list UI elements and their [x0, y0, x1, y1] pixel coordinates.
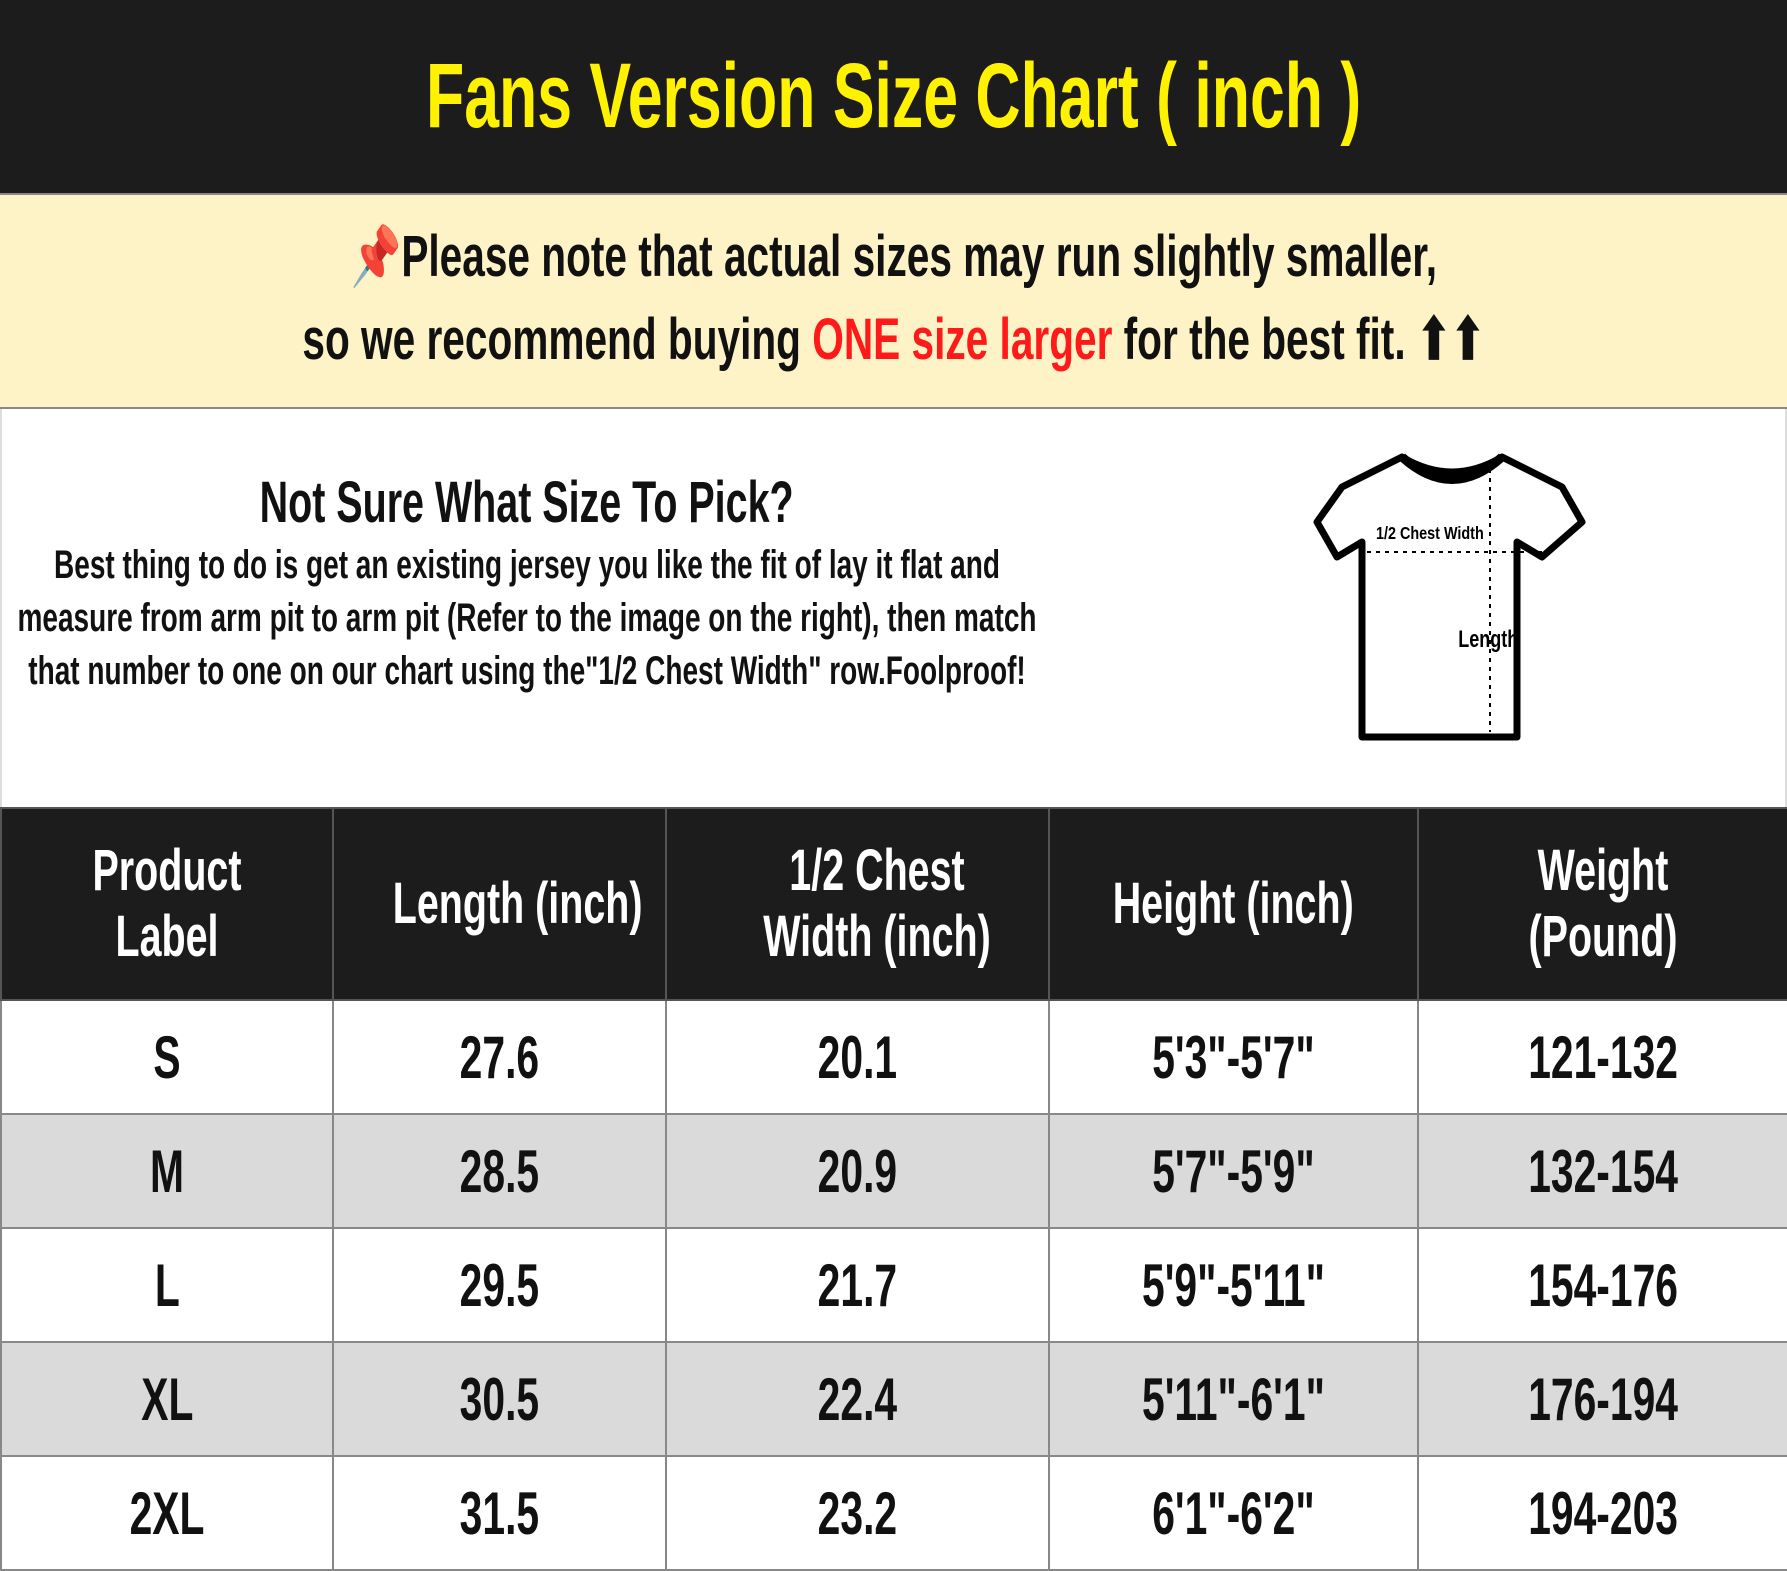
cell-chest-width: 21.7 — [665, 1227, 1050, 1343]
pushpin-icon: 📌 — [350, 224, 401, 289]
length-label: Length — [1458, 627, 1518, 653]
cell-weight: 132-154 — [1417, 1113, 1787, 1229]
cell-weight: 121-132 — [1417, 999, 1787, 1115]
cell-chest-width: 20.9 — [665, 1113, 1050, 1229]
table-row: S 27.6 20.1 5'3"-5'7" 121-132 — [0, 999, 1787, 1115]
note-line-2-post: for the best fit. ⬆⬆ — [1112, 307, 1485, 372]
header-chest-width: 1/2 Chest Width (inch) — [665, 807, 1050, 1001]
size-guide-section: Not Sure What Size To Pick? Best thing t… — [0, 409, 1787, 807]
cell-chest-width: 22.4 — [665, 1341, 1050, 1457]
header-product-label: Product Label — [0, 807, 334, 1001]
cell-size: XL — [0, 1341, 334, 1457]
page-title: Fans Version Size Chart ( inch ) — [425, 45, 1362, 147]
cell-length: 29.5 — [332, 1227, 667, 1343]
guide-heading: Not Sure What Size To Pick? — [260, 470, 794, 535]
cell-size: L — [0, 1227, 334, 1343]
note-banner: 📌Please note that actual sizes may run s… — [0, 193, 1787, 409]
cell-height: 5'3"-5'7" — [1048, 999, 1419, 1115]
cell-weight: 154-176 — [1417, 1227, 1787, 1343]
cell-length: 31.5 — [332, 1455, 667, 1571]
cell-chest-width: 23.2 — [665, 1455, 1050, 1571]
cell-weight: 176-194 — [1417, 1341, 1787, 1457]
guide-text: Best thing to do is get an existing jers… — [17, 543, 1037, 693]
note-line-2-pre: so we recommend buying — [302, 307, 813, 372]
header-height: Height (inch) — [1048, 807, 1419, 1001]
table-row: L 29.5 21.7 5'9"-5'11" 154-176 — [0, 1227, 1787, 1343]
cell-height: 5'7"-5'9" — [1048, 1113, 1419, 1229]
cell-weight: 194-203 — [1417, 1455, 1787, 1571]
cell-height: 6'1"-6'2" — [1048, 1455, 1419, 1571]
header-length: Length (inch) — [332, 807, 667, 1001]
cell-size: S — [0, 999, 334, 1115]
size-table: Product Label Length (inch) 1/2 Chest Wi… — [0, 807, 1787, 1571]
table-row: 2XL 31.5 23.2 6'1"-6'2" 194-203 — [0, 1455, 1787, 1571]
note-highlight: ONE size larger — [812, 307, 1113, 372]
table-row: XL 30.5 22.4 5'11"-6'1" 176-194 — [0, 1341, 1787, 1457]
chest-width-label: 1/2 Chest Width — [1376, 524, 1484, 544]
tshirt-diagram-icon: 1/2 Chest Width Length — [1313, 453, 1586, 741]
cell-length: 28.5 — [332, 1113, 667, 1229]
cell-length: 27.6 — [332, 999, 667, 1115]
cell-size: 2XL — [0, 1455, 334, 1571]
note-line-1: Please note that actual sizes may run sl… — [400, 224, 1437, 289]
table-header-row: Product Label Length (inch) 1/2 Chest Wi… — [0, 807, 1787, 1001]
table-row: M 28.5 20.9 5'7"-5'9" 132-154 — [0, 1113, 1787, 1229]
cell-size: M — [0, 1113, 334, 1229]
title-banner: Fans Version Size Chart ( inch ) — [0, 0, 1787, 193]
header-weight: Weight (Pound) — [1417, 807, 1787, 1001]
cell-height: 5'11"-6'1" — [1048, 1341, 1419, 1457]
cell-height: 5'9"-5'11" — [1048, 1227, 1419, 1343]
cell-length: 30.5 — [332, 1341, 667, 1457]
cell-chest-width: 20.1 — [665, 999, 1050, 1115]
